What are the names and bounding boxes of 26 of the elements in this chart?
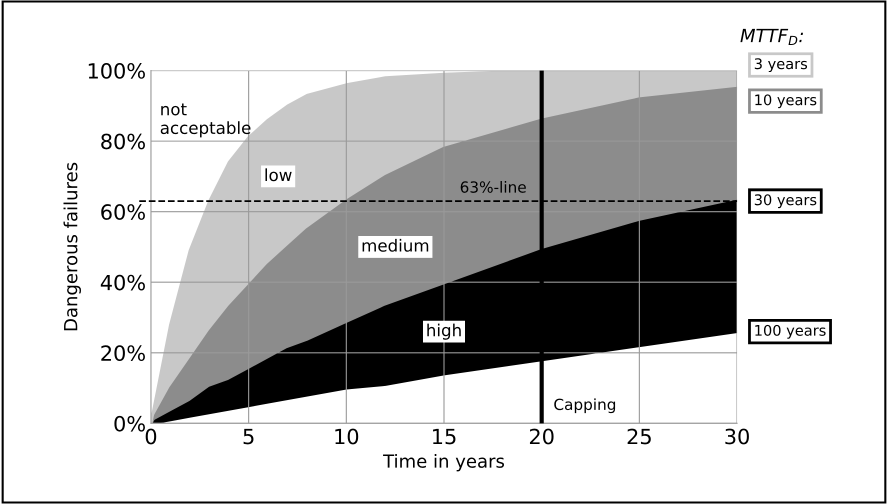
y-tick-label: 20% <box>101 345 145 362</box>
x-tick-label: 30 <box>725 428 749 444</box>
y-tick-label: 100% <box>88 63 145 79</box>
y-tick-label: 0% <box>114 416 145 432</box>
series-label: 3 years <box>754 58 808 72</box>
y-axis-title: Dangerous failures <box>64 162 81 330</box>
x-tick-label: 25 <box>628 428 651 444</box>
series-label: 30 years <box>754 194 816 208</box>
ref-line-label: Capping <box>554 398 616 414</box>
series-label: 100 years <box>755 324 826 339</box>
y-tick-label: 40% <box>100 274 145 290</box>
legend-title: MTTF$_{D}$: <box>740 28 804 46</box>
x-tick-label: 10 <box>335 428 358 444</box>
y-tick-label: 60% <box>101 204 145 220</box>
x-tick-label: 5 <box>244 428 254 444</box>
annotation: medium <box>362 238 428 252</box>
y-tick-label: 80% <box>101 134 145 150</box>
ref-line-label: 63%-line <box>460 181 526 193</box>
annotation: low <box>265 168 292 182</box>
series-label: 10 years <box>755 94 816 108</box>
x-tick-label: 0 <box>146 428 156 444</box>
annotation: high <box>427 324 461 340</box>
x-axis-title: Time in years <box>383 454 504 472</box>
x-tick-label: 15 <box>433 428 456 444</box>
annotation: not acceptable <box>160 104 250 138</box>
x-tick-label: 20 <box>530 428 554 444</box>
